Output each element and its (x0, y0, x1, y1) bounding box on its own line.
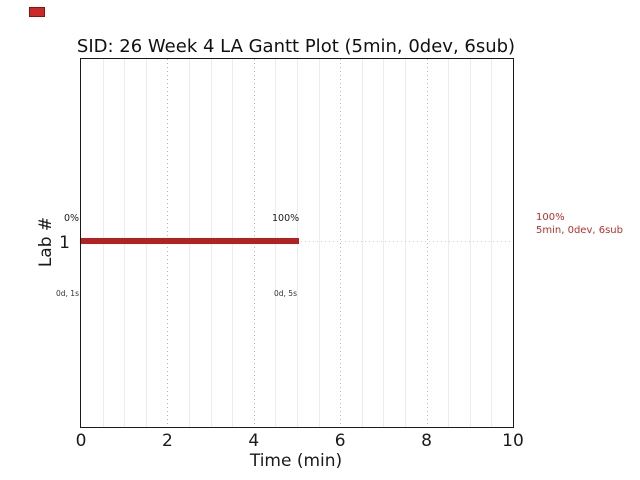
bar-start-time-label: 0d, 1s (56, 289, 79, 298)
x-gridline-minor (491, 59, 492, 427)
gantt-bar (81, 238, 299, 244)
x-gridline-minor (319, 59, 320, 427)
y-tick-label: 1 (59, 233, 70, 253)
x-tick-label: 4 (248, 431, 260, 451)
legend-swatch (29, 7, 45, 17)
x-gridline-major (427, 59, 428, 427)
x-gridline-minor (383, 59, 384, 427)
legend-note: 100% 5min, 0dev, 6sub (536, 212, 623, 237)
legend-note-params: 5min, 0dev, 6sub (536, 224, 623, 236)
x-tick-label: 2 (161, 431, 173, 451)
bar-end-percent-label: 100% (272, 213, 300, 224)
plot-area (80, 58, 514, 428)
y-axis-label: Lab # (36, 216, 56, 268)
x-gridline-minor (470, 59, 471, 427)
x-tick-label: 8 (421, 431, 433, 451)
x-axis-label: Time (min) (249, 451, 343, 471)
x-gridline-minor (405, 59, 406, 427)
bar-end-time-label: 0d, 5s (274, 289, 297, 298)
x-gridline-minor (448, 59, 449, 427)
x-tick-label: 10 (502, 431, 524, 451)
bar-start-percent-label: 0% (64, 213, 80, 224)
x-gridline-major (340, 59, 341, 427)
x-gridline-minor (362, 59, 363, 427)
legend-note-percent: 100% (536, 212, 565, 223)
x-tick-label: 0 (75, 431, 87, 451)
x-tick-label: 6 (334, 431, 346, 451)
chart-title: SID: 26 Week 4 LA Gantt Plot (5min, 0dev… (76, 36, 516, 57)
